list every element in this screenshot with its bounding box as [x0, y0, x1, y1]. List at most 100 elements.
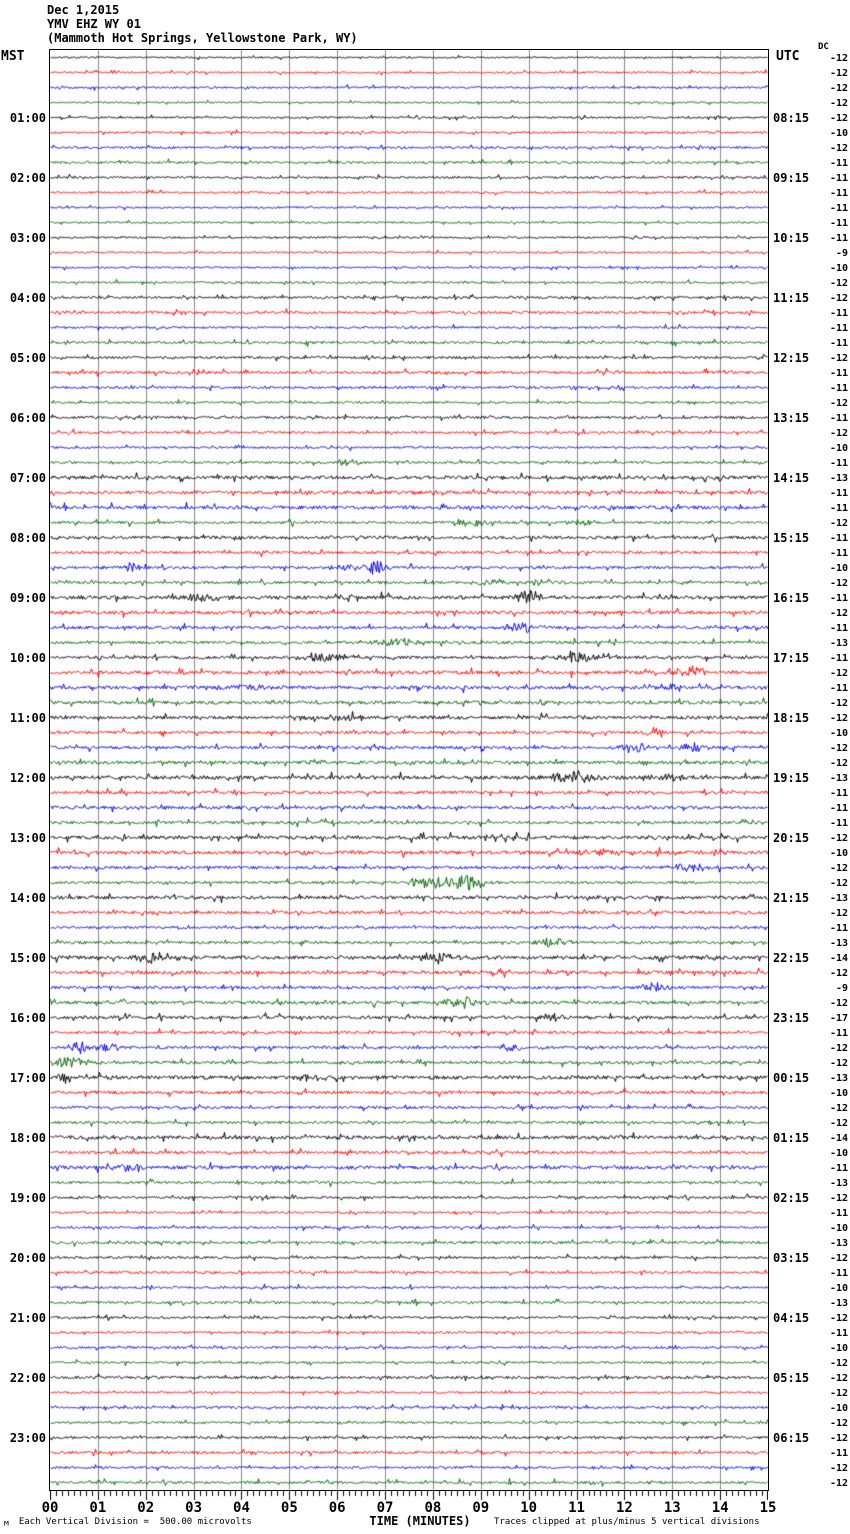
- dc-offset-value: -10: [829, 1282, 848, 1294]
- dc-offset-value: -12: [829, 667, 848, 679]
- dc-offset-value: -12: [829, 52, 848, 64]
- dc-offset-value: -11: [829, 1447, 848, 1459]
- dc-offset-value: -11: [829, 202, 848, 214]
- utc-hour-label: 01:15: [773, 1130, 810, 1145]
- dc-offset-value: -17: [829, 1012, 848, 1024]
- seismogram-plot-frame: [49, 49, 769, 1491]
- utc-hour-label: 12:15: [773, 350, 810, 365]
- dc-offset-value: -11: [829, 802, 848, 814]
- dc-offset-value: -11: [829, 652, 848, 664]
- dc-offset-value: -10: [829, 262, 848, 274]
- header-location: (Mammoth Hot Springs, Yellowstone Park, …: [47, 31, 358, 45]
- minute-tick-label: 09: [472, 1500, 490, 1516]
- utc-axis-label: UTC: [776, 49, 800, 64]
- dc-offset-value: -9: [835, 982, 848, 994]
- dc-offset-value: -12: [829, 607, 848, 619]
- mst-hour-label: 07:00: [9, 470, 46, 485]
- dc-offset-value: -11: [829, 172, 848, 184]
- mst-hour-label: 22:00: [9, 1370, 46, 1385]
- utc-hour-label: 09:15: [773, 170, 810, 185]
- dc-offset-value: -11: [829, 1327, 848, 1339]
- mst-hour-label: 13:00: [9, 830, 46, 845]
- dc-offset-value: -12: [829, 1462, 848, 1474]
- mst-hour-label: 15:00: [9, 950, 46, 965]
- dc-offset-value: -9: [835, 247, 848, 259]
- dc-offset-value: -12: [829, 1117, 848, 1129]
- dc-offset-value: -12: [829, 1057, 848, 1069]
- mst-hour-label: 10:00: [9, 650, 46, 665]
- dc-offset-value: -11: [829, 487, 848, 499]
- footer-left: M Each Vertical Division = 500.00 microvo…: [4, 1517, 252, 1529]
- minute-tick-label: 15: [759, 1500, 777, 1516]
- header-date: Dec 1,2015: [47, 3, 120, 17]
- minute-tick-label: 06: [328, 1500, 346, 1516]
- mst-axis-label: MST: [1, 49, 25, 64]
- dc-offset-value: -11: [829, 1162, 848, 1174]
- dc-offset-value: -11: [829, 502, 848, 514]
- utc-hour-label: 13:15: [773, 410, 810, 425]
- dc-offset-value: -10: [829, 1147, 848, 1159]
- dc-offset-value: -11: [829, 367, 848, 379]
- dc-offset-value: -12: [829, 877, 848, 889]
- dc-offset-value: -12: [829, 967, 848, 979]
- dc-offset-value: -11: [829, 457, 848, 469]
- dc-offset-value: -12: [829, 142, 848, 154]
- dc-offset-value: -10: [829, 442, 848, 454]
- utc-hour-label: 19:15: [773, 770, 810, 785]
- dc-offset-value: -13: [829, 1177, 848, 1189]
- mst-hour-label: 21:00: [9, 1310, 46, 1325]
- dc-offset-value: -12: [829, 1387, 848, 1399]
- minute-tick-label: 07: [376, 1500, 394, 1516]
- dc-offset-value: -13: [829, 1297, 848, 1309]
- dc-offset-value: -10: [829, 562, 848, 574]
- mst-hour-label: 16:00: [9, 1010, 46, 1025]
- seismogram-canvas: [50, 50, 768, 1490]
- dc-offset-value: -11: [829, 622, 848, 634]
- minute-tick-label: 11: [568, 1500, 585, 1516]
- minute-tick-label: 13: [663, 1500, 681, 1516]
- dc-offset-value: -11: [829, 787, 848, 799]
- mst-hour-label: 23:00: [9, 1430, 46, 1445]
- dc-column-label: DC: [818, 42, 829, 52]
- utc-hour-label: 20:15: [773, 830, 810, 845]
- dc-offset-value: -12: [829, 1102, 848, 1114]
- dc-offset-value: -12: [829, 577, 848, 589]
- footer-right-note: Traces clipped at plus/minus 5 vertical …: [494, 1517, 760, 1527]
- dc-offset-value: -11: [829, 187, 848, 199]
- dc-offset-value: -12: [829, 292, 848, 304]
- dc-offset-value: -10: [829, 127, 848, 139]
- mst-hour-label: 20:00: [9, 1250, 46, 1265]
- minute-tick-label: 02: [137, 1500, 155, 1516]
- dc-offset-value: -11: [829, 1207, 848, 1219]
- utc-hour-label: 02:15: [773, 1190, 810, 1205]
- dc-offset-value: -14: [829, 1132, 848, 1144]
- minute-tick-label: 08: [424, 1500, 442, 1516]
- minutes-ruler: [50, 1491, 768, 1502]
- dc-offset-value: -13: [829, 1237, 848, 1249]
- dc-offset-value: -12: [829, 697, 848, 709]
- dc-offset-value: -11: [829, 1027, 848, 1039]
- minute-tick-label: 14: [711, 1500, 729, 1516]
- dc-offset-value: -12: [829, 1417, 848, 1429]
- dc-offset-value: -12: [829, 397, 848, 409]
- dc-offset-value: -12: [829, 862, 848, 874]
- minute-tick-label: 12: [615, 1500, 633, 1516]
- dc-offset-value: -11: [829, 592, 848, 604]
- minute-tick-label: 04: [233, 1500, 250, 1516]
- utc-hour-label: 17:15: [773, 650, 810, 665]
- dc-offset-value: -11: [829, 817, 848, 829]
- dc-offset-value: -10: [829, 1222, 848, 1234]
- dc-offset-value: -11: [829, 922, 848, 934]
- dc-offset-value: -12: [829, 1372, 848, 1384]
- mst-hour-label: 09:00: [9, 590, 46, 605]
- mst-hour-label: 17:00: [9, 1070, 46, 1085]
- utc-hour-label: 15:15: [773, 530, 810, 545]
- dc-offset-value: -10: [829, 847, 848, 859]
- dc-offset-value: -13: [829, 892, 848, 904]
- watermark-glyph: M: [4, 1519, 9, 1528]
- minute-tick-label: 10: [520, 1500, 538, 1516]
- dc-offset-value: -13: [829, 1072, 848, 1084]
- dc-offset-value: -10: [829, 1087, 848, 1099]
- utc-hour-label: 23:15: [773, 1010, 810, 1025]
- mst-hour-label: 19:00: [9, 1190, 46, 1205]
